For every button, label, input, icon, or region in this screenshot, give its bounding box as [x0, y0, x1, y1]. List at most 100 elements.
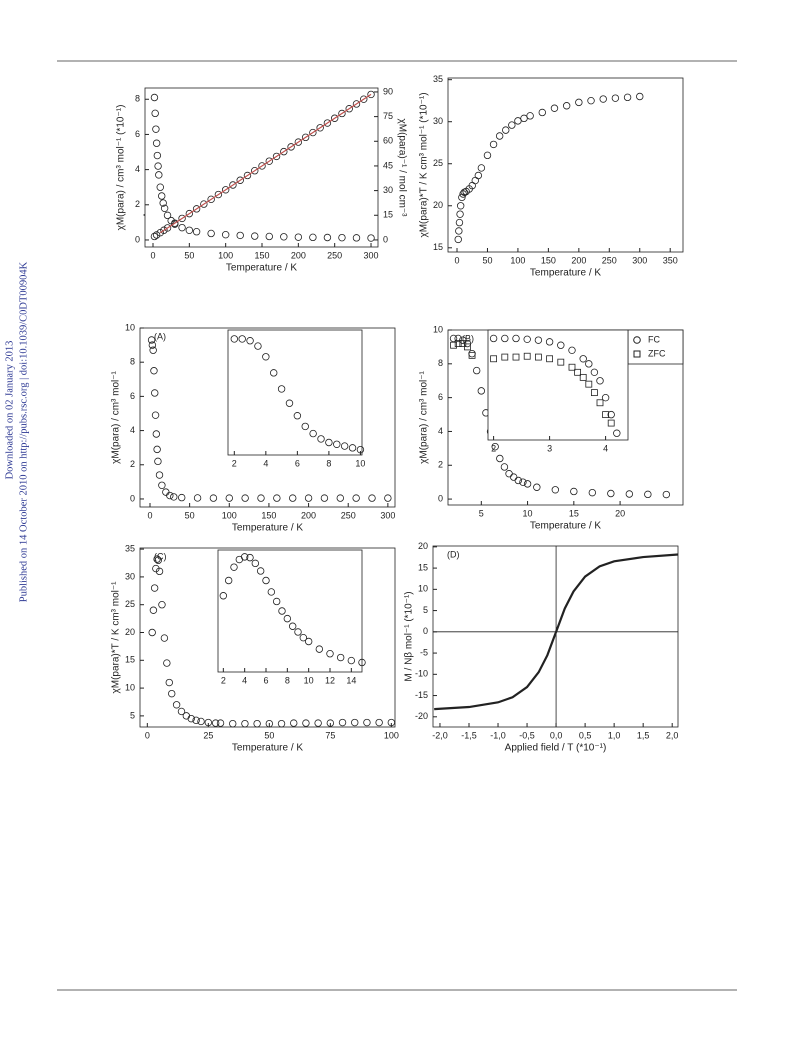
point: [163, 224, 172, 232]
point: [454, 340, 462, 347]
point: [568, 363, 576, 371]
y2-tick-label: 0: [383, 234, 388, 244]
y-tick-label: 20: [418, 541, 428, 551]
point: [304, 637, 313, 646]
x-tick-label: 25: [203, 730, 213, 740]
point: [229, 719, 237, 728]
point: [570, 487, 578, 496]
point: [187, 714, 195, 723]
y-tick-label: 6: [438, 392, 443, 402]
y-axis-label: χM(para)*T / K cm³ mol⁻¹ (*10⁻¹): [419, 92, 430, 237]
point: [236, 231, 244, 240]
x-tick-label: 3: [547, 443, 552, 453]
point: [550, 104, 559, 112]
point: [253, 719, 261, 728]
x-tick-label: 0: [147, 510, 152, 520]
point: [519, 478, 527, 486]
plot-area: [150, 90, 375, 242]
point: [211, 719, 220, 727]
point: [272, 597, 281, 606]
point: [489, 140, 498, 149]
point: [491, 442, 499, 451]
point: [309, 429, 317, 438]
x-tick-label: 2,0: [666, 730, 679, 740]
y-tick-label: 30: [433, 116, 443, 126]
point: [154, 556, 163, 564]
point: [526, 112, 534, 120]
point: [151, 411, 160, 419]
x-tick-label: 100: [218, 250, 233, 260]
plot-frame: [227, 329, 363, 456]
point: [165, 678, 173, 687]
point: [216, 719, 225, 727]
point: [262, 353, 270, 361]
x-tick-label: 10: [523, 508, 533, 518]
point: [330, 114, 339, 122]
point: [472, 366, 481, 375]
point: [149, 346, 157, 354]
y2-tick-label: 45: [383, 160, 393, 170]
point: [602, 411, 609, 419]
point: [149, 606, 158, 614]
point: [345, 105, 353, 113]
point: [546, 355, 553, 363]
y-tick-label: 0: [438, 493, 443, 503]
point: [464, 343, 471, 351]
point: [221, 186, 230, 194]
point: [636, 92, 644, 101]
x-tick-label: 200: [291, 250, 306, 260]
y-tick-label: -15: [415, 690, 428, 700]
plot-area: [219, 553, 366, 667]
point: [326, 650, 334, 658]
point: [192, 205, 201, 213]
point: [254, 342, 262, 350]
point: [514, 476, 523, 485]
x-tick-label: 6: [295, 458, 300, 468]
plot-area: [434, 553, 679, 711]
panel-label: (B): [462, 333, 474, 343]
point: [152, 125, 160, 133]
publication-note: Published on 14 October 2010 on http://p…: [18, 261, 29, 602]
point: [158, 192, 166, 200]
point: [336, 653, 345, 662]
y-tick-label: 8: [438, 358, 443, 368]
x-tick-label: 50: [264, 730, 274, 740]
point: [508, 121, 516, 129]
point: [455, 218, 464, 227]
y-tick-label: -10: [415, 669, 428, 679]
point: [246, 553, 254, 562]
y-axis-label: χM(para) / cm³ mol⁻¹: [111, 370, 122, 463]
point: [178, 214, 186, 223]
point: [625, 490, 634, 498]
point: [166, 491, 174, 500]
x-tick-label: 250: [341, 510, 356, 520]
point: [363, 718, 371, 727]
point: [557, 358, 565, 366]
y-tick-label: 0: [130, 493, 135, 503]
point: [267, 588, 276, 596]
point: [204, 718, 213, 727]
point: [596, 377, 604, 385]
point: [338, 233, 346, 242]
point: [557, 341, 565, 349]
point: [514, 117, 522, 125]
point: [147, 336, 156, 344]
x-tick-label: 0,5: [579, 730, 592, 740]
y-tick-label: 35: [433, 74, 443, 84]
x-tick-label: 8: [285, 675, 290, 685]
point: [347, 656, 356, 665]
point: [240, 553, 249, 561]
point: [265, 719, 274, 728]
point: [160, 204, 169, 213]
point: [315, 645, 324, 653]
plot-frame: [217, 549, 363, 673]
x-tick-label: 300: [364, 250, 379, 260]
download-note: Downloaded on 02 January 2013: [4, 341, 15, 480]
panel-label: (A): [154, 331, 166, 341]
plot-frame: [447, 77, 684, 253]
point: [523, 352, 531, 360]
point: [155, 567, 164, 576]
y-tick-label: 4: [130, 425, 135, 435]
y-tick-label: 6: [130, 391, 135, 401]
point: [236, 176, 244, 184]
